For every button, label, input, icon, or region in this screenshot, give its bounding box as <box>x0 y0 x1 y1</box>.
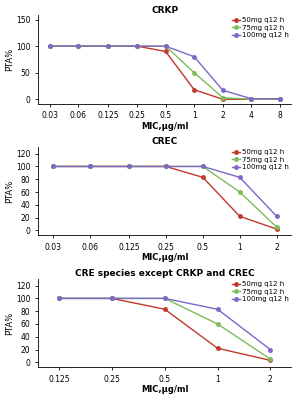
100mg q12 h <box>221 88 225 93</box>
100mg q12 h <box>127 164 131 169</box>
75mg q12 h <box>57 296 61 301</box>
Title: CRE species except CRKP and CREC: CRE species except CRKP and CREC <box>75 270 255 278</box>
100mg q12 h <box>238 175 241 180</box>
100mg q12 h <box>163 296 167 301</box>
Line: 50mg q12 h: 50mg q12 h <box>48 44 282 101</box>
Y-axis label: PTA%: PTA% <box>6 312 15 335</box>
50mg q12 h <box>164 164 168 169</box>
100mg q12 h <box>135 44 139 48</box>
100mg q12 h <box>88 164 91 169</box>
50mg q12 h <box>48 44 51 48</box>
50mg q12 h <box>268 358 272 363</box>
50mg q12 h <box>110 296 114 301</box>
Title: CREC: CREC <box>152 138 178 146</box>
50mg q12 h <box>164 49 168 54</box>
100mg q12 h <box>57 296 61 301</box>
100mg q12 h <box>216 307 219 312</box>
50mg q12 h <box>76 44 80 48</box>
Title: CRKP: CRKP <box>151 6 178 14</box>
75mg q12 h <box>48 44 51 48</box>
X-axis label: MIC,μg/ml: MIC,μg/ml <box>141 386 189 394</box>
100mg q12 h <box>249 96 253 101</box>
100mg q12 h <box>201 164 205 169</box>
50mg q12 h <box>221 97 225 102</box>
Line: 100mg q12 h: 100mg q12 h <box>57 297 272 351</box>
100mg q12 h <box>192 54 196 59</box>
50mg q12 h <box>192 87 196 92</box>
Line: 100mg q12 h: 100mg q12 h <box>48 44 282 100</box>
75mg q12 h <box>221 95 225 100</box>
50mg q12 h <box>57 296 61 301</box>
75mg q12 h <box>268 357 272 362</box>
50mg q12 h <box>201 175 205 180</box>
50mg q12 h <box>88 164 91 169</box>
75mg q12 h <box>216 322 219 326</box>
50mg q12 h <box>249 97 253 102</box>
75mg q12 h <box>163 296 167 301</box>
75mg q12 h <box>192 70 196 75</box>
50mg q12 h <box>216 346 219 351</box>
100mg q12 h <box>110 296 114 301</box>
75mg q12 h <box>249 97 253 102</box>
Line: 75mg q12 h: 75mg q12 h <box>51 165 278 229</box>
100mg q12 h <box>164 164 168 169</box>
100mg q12 h <box>278 96 282 101</box>
75mg q12 h <box>135 44 139 48</box>
50mg q12 h <box>163 307 167 312</box>
75mg q12 h <box>88 164 91 169</box>
Line: 75mg q12 h: 75mg q12 h <box>57 297 272 361</box>
75mg q12 h <box>76 44 80 48</box>
75mg q12 h <box>238 190 241 194</box>
Legend: 50mg q12 h, 75mg q12 h, 100mg q12 h: 50mg q12 h, 75mg q12 h, 100mg q12 h <box>231 17 290 39</box>
Line: 75mg q12 h: 75mg q12 h <box>48 44 282 101</box>
75mg q12 h <box>51 164 55 169</box>
75mg q12 h <box>127 164 131 169</box>
Line: 50mg q12 h: 50mg q12 h <box>57 297 272 362</box>
100mg q12 h <box>76 44 80 48</box>
100mg q12 h <box>268 347 272 352</box>
50mg q12 h <box>51 164 55 169</box>
100mg q12 h <box>51 164 55 169</box>
50mg q12 h <box>278 97 282 102</box>
100mg q12 h <box>107 44 110 48</box>
Line: 100mg q12 h: 100mg q12 h <box>51 165 278 218</box>
75mg q12 h <box>278 97 282 102</box>
100mg q12 h <box>275 214 279 219</box>
50mg q12 h <box>238 214 241 219</box>
Y-axis label: PTA%: PTA% <box>6 180 15 203</box>
Legend: 50mg q12 h, 75mg q12 h, 100mg q12 h: 50mg q12 h, 75mg q12 h, 100mg q12 h <box>231 149 290 171</box>
75mg q12 h <box>164 44 168 48</box>
75mg q12 h <box>107 44 110 48</box>
100mg q12 h <box>48 44 51 48</box>
100mg q12 h <box>164 44 168 48</box>
Line: 50mg q12 h: 50mg q12 h <box>51 165 278 231</box>
50mg q12 h <box>127 164 131 169</box>
X-axis label: MIC,μg/ml: MIC,μg/ml <box>141 254 189 262</box>
X-axis label: MIC,μg/ml: MIC,μg/ml <box>141 122 189 130</box>
Y-axis label: PTA%: PTA% <box>6 48 15 71</box>
50mg q12 h <box>107 44 110 48</box>
75mg q12 h <box>164 164 168 169</box>
75mg q12 h <box>201 164 205 169</box>
75mg q12 h <box>110 296 114 301</box>
75mg q12 h <box>275 225 279 230</box>
Legend: 50mg q12 h, 75mg q12 h, 100mg q12 h: 50mg q12 h, 75mg q12 h, 100mg q12 h <box>231 281 290 303</box>
50mg q12 h <box>275 227 279 232</box>
50mg q12 h <box>135 44 139 48</box>
